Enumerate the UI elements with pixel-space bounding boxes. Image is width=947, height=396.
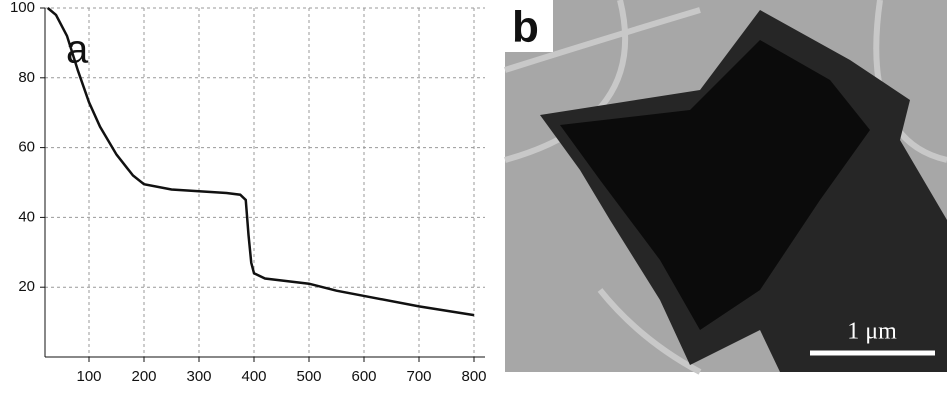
label-box [505,0,553,52]
x-tick-label: 600 [351,368,376,385]
micrograph: b 1 μm [504,0,947,375]
x-tick-label: 500 [296,368,321,385]
x-tick-label: 300 [186,368,211,385]
x-tick-label: 400 [241,368,266,385]
data-line [46,7,475,317]
y-tick-label: 20 [18,278,35,295]
particle-core [560,40,870,330]
y-tick-label: 40 [18,208,35,225]
x-tick-label: 100 [76,368,101,385]
panel-label: b [512,3,539,52]
x-tick-label: 700 [406,368,431,385]
carbon-film [504,0,947,375]
panel-label: a [66,28,89,72]
x-tick-label: 200 [131,368,156,385]
y-tick-label: 100 [10,0,35,16]
chart: 20 40 60 80 100 100 200 300 400 500 600 700 800 a [10,0,487,385]
y-tick-label: 80 [18,69,35,86]
scale-label: 1 μm [847,319,897,345]
y-tick-label: 60 [18,139,35,156]
x-tick-label: 800 [461,368,486,385]
